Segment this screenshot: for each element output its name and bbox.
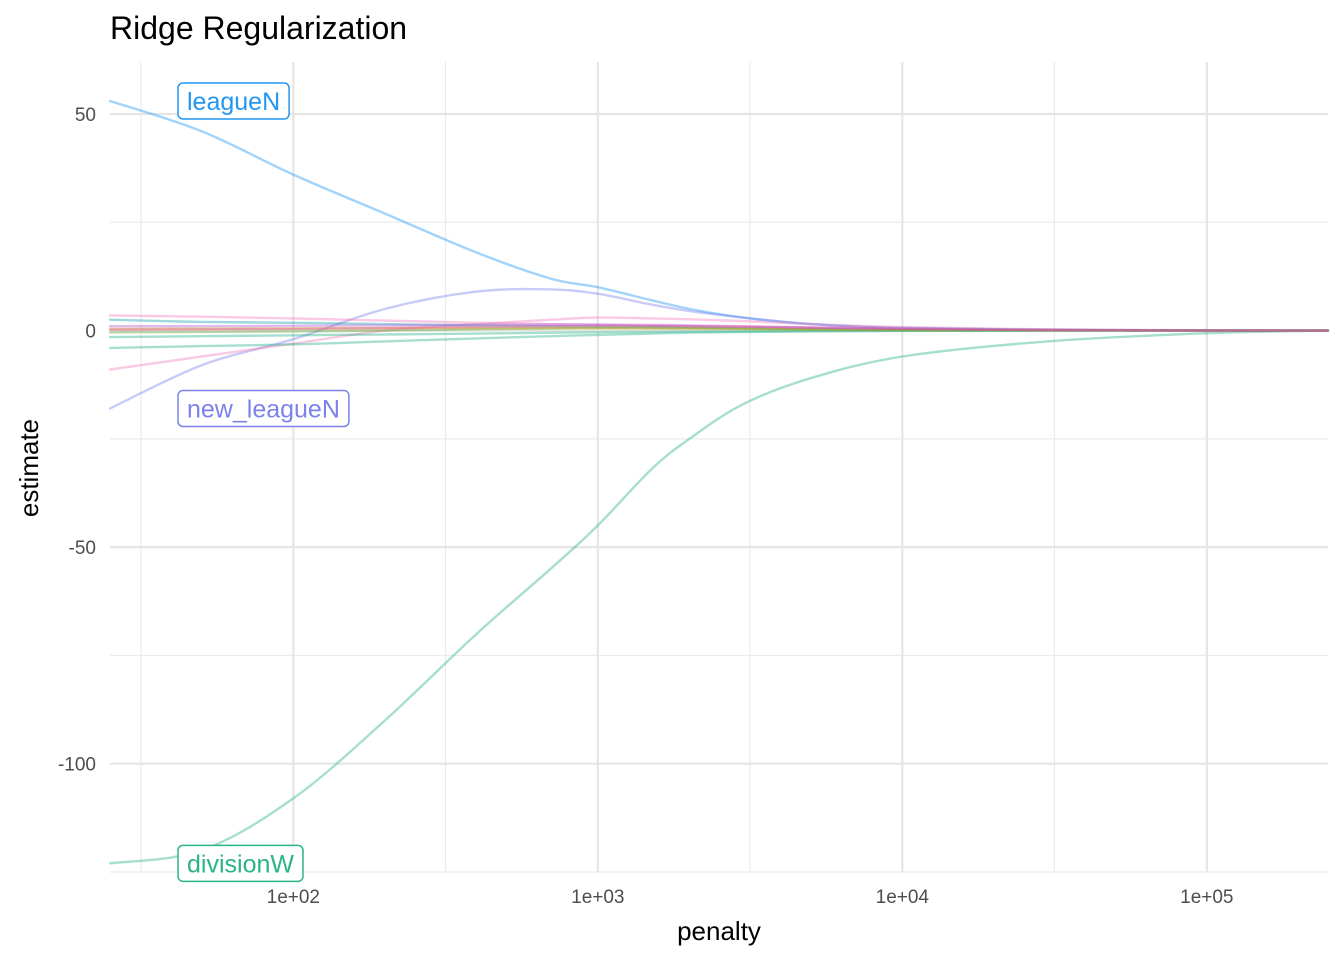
series-line-divisionW: [108, 329, 1330, 865]
y-tick-label: 0: [85, 322, 96, 343]
series-label-leagueN: leagueN: [177, 82, 290, 120]
grid-layer: [110, 62, 1328, 873]
series-line: [108, 316, 1330, 371]
x-axis-title: penalty: [677, 916, 761, 946]
series-label-text: divisionW: [187, 850, 294, 878]
series-line: [108, 329, 1330, 339]
series-line: [108, 326, 1330, 332]
x-tick-label: 1e+05: [1180, 887, 1233, 908]
series-line: [108, 326, 1330, 334]
series-line-leagueN: [108, 99, 1330, 332]
series-line: [108, 329, 1330, 350]
axis-layer: 1e+02 1e+03 1e+04 1e+05 50 0 -50 -100: [58, 105, 1234, 908]
series-label-box: [177, 82, 290, 120]
y-tick-label: 50: [75, 105, 96, 126]
x-tick-label: 1e+04: [876, 887, 930, 908]
series-label-box: [177, 844, 304, 883]
series-line-new_leagueN: [108, 287, 1330, 410]
series-line: [108, 323, 1330, 332]
series-label-text: new_leagueN: [187, 396, 340, 424]
y-axis-title: estimate: [14, 419, 44, 517]
series-line: [108, 318, 1330, 332]
series-layer: [108, 99, 1330, 865]
chart-title: Ridge Regularization: [110, 10, 407, 46]
series-line: [108, 314, 1330, 332]
series-label-new_leagueN: new_leagueN: [177, 389, 350, 428]
y-tick-label: -100: [58, 755, 96, 776]
x-tick-label: 1e+02: [267, 887, 320, 908]
series-label-text: leagueN: [187, 88, 280, 116]
series-label-layer: leagueN new_leagueN divisionW: [177, 82, 350, 883]
series-label-box: [177, 389, 350, 428]
y-tick-label: -50: [69, 538, 96, 559]
series-label-divisionW: divisionW: [177, 844, 304, 883]
series-line: [108, 324, 1330, 332]
x-tick-label: 1e+03: [571, 887, 624, 908]
